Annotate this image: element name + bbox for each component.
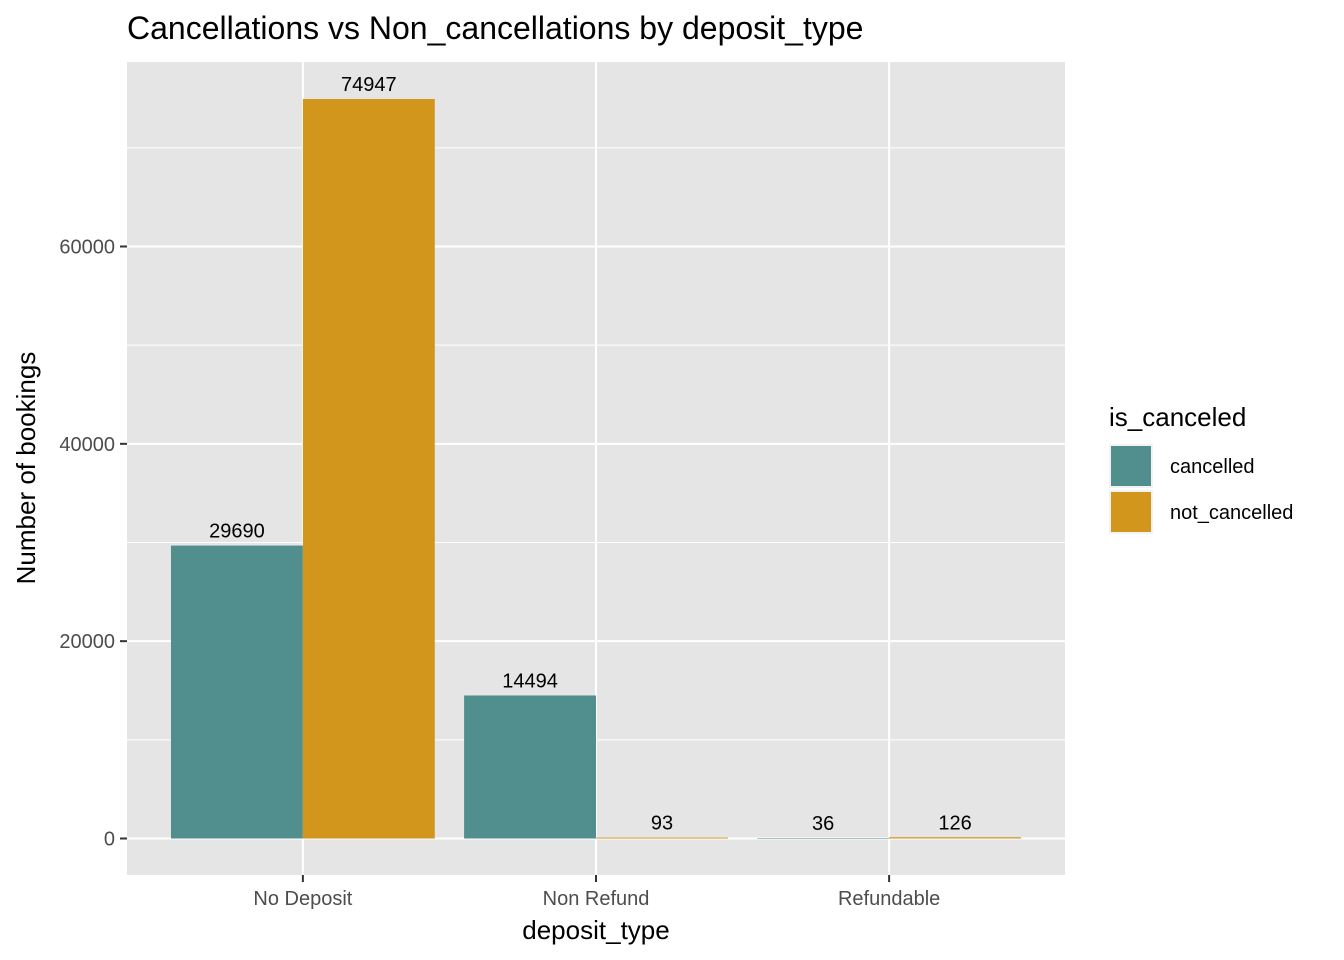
bar-not_cancelled — [302, 99, 435, 839]
x-axis: No Deposit Non Refund Refundable — [253, 875, 940, 910]
legend-title: is_canceled — [1109, 402, 1246, 432]
data-label-not_cancelled: 126 — [938, 812, 971, 834]
data-label-not_cancelled: 74947 — [341, 74, 397, 96]
data-label-cancelled: 36 — [812, 813, 834, 835]
x-tick-label: No Deposit — [253, 888, 352, 910]
y-tick-label: 0 — [104, 828, 115, 850]
x-tick-label: Refundable — [838, 888, 940, 910]
data-label-cancelled: 29690 — [209, 521, 265, 543]
legend: is_canceled cancelled not_cancelled — [1109, 402, 1293, 534]
legend-label-not_cancelled: not_cancelled — [1170, 502, 1293, 524]
chart-title: Cancellations vs Non_cancellations by de… — [127, 10, 863, 46]
bar-cancelled — [170, 545, 303, 839]
y-tick-label: 40000 — [59, 434, 115, 456]
y-tick-label: 60000 — [59, 237, 115, 259]
y-tick-label: 20000 — [59, 631, 115, 653]
data-label-cancelled: 14494 — [502, 670, 558, 692]
bar-not_cancelled — [889, 837, 1022, 839]
bar-cancelled — [464, 695, 596, 839]
bar-cancelled — [757, 838, 890, 839]
x-axis-title: deposit_type — [522, 915, 669, 945]
y-axis: 0 20000 40000 60000 — [59, 237, 127, 850]
x-tick-label: Non Refund — [543, 888, 650, 910]
legend-label-cancelled: cancelled — [1170, 456, 1255, 478]
legend-swatch-cancelled — [1111, 446, 1151, 486]
bars — [170, 99, 1022, 839]
data-label-not_cancelled: 93 — [651, 813, 673, 835]
y-axis-title: Number of bookings — [11, 352, 41, 585]
data-labels: 29690 74947 14494 93 36 126 — [209, 74, 972, 835]
legend-swatch-not_cancelled — [1111, 492, 1151, 532]
bar-not_cancelled — [596, 837, 728, 839]
